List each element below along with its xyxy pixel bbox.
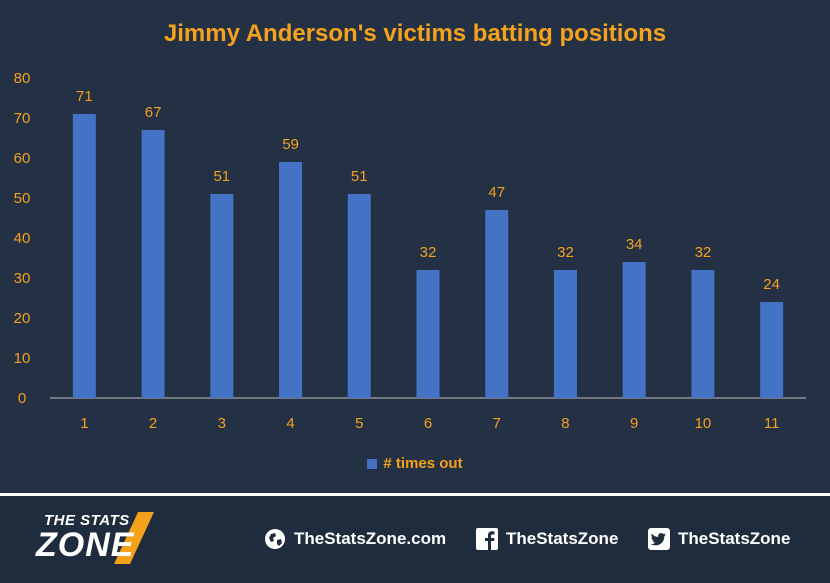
bar [691, 270, 715, 398]
y-tick-label: 50 [14, 190, 31, 207]
x-tick-label: 1 [80, 415, 88, 432]
footer-divider [0, 493, 830, 496]
bar [485, 210, 509, 398]
data-label: 67 [145, 104, 162, 121]
data-label: 51 [351, 168, 368, 185]
y-tick-label: 0 [18, 390, 26, 407]
website-label: TheStatsZone.com [294, 529, 447, 548]
y-tick-label: 60 [14, 150, 31, 167]
stats-zone-logo: THE STATS ZONE [30, 508, 180, 568]
x-tick-label: 3 [218, 415, 226, 432]
legend-label: # times out [383, 455, 463, 472]
data-label: 32 [557, 244, 574, 261]
y-tick-label: 80 [14, 70, 31, 87]
data-label: 59 [282, 136, 299, 153]
bar [553, 270, 577, 398]
bar [416, 270, 440, 398]
twitter-label: TheStatsZone [678, 529, 791, 548]
x-tick-label: 9 [630, 415, 638, 432]
x-tick-label: 8 [561, 415, 569, 432]
legend: # times out [0, 455, 830, 472]
facebook-link[interactable]: TheStatsZone [476, 528, 618, 550]
facebook-icon [476, 528, 498, 550]
y-tick-label: 40 [14, 230, 31, 247]
data-label: 24 [763, 276, 780, 293]
twitter-link[interactable]: TheStatsZone [648, 528, 790, 550]
data-label: 34 [626, 236, 643, 253]
bar [760, 302, 784, 398]
x-tick-label: 2 [149, 415, 157, 432]
x-tick-label: 4 [286, 415, 294, 432]
legend-swatch [367, 458, 378, 469]
footer-bar: THE STATS ZONE TheStatsZone.com TheStats… [0, 496, 830, 583]
chart-panel: Jimmy Anderson's victims batting positio… [0, 20, 830, 472]
data-label: 51 [213, 168, 230, 185]
logo-text-bottom: ZONE [36, 526, 135, 564]
x-tick-label: 6 [424, 415, 432, 432]
data-label: 32 [420, 244, 437, 261]
bar [347, 194, 371, 398]
logo-slash-graphic [114, 512, 154, 564]
bar [279, 162, 303, 398]
data-label: 71 [76, 88, 93, 105]
twitter-icon [648, 528, 670, 550]
bar [141, 130, 165, 398]
x-tick-label: 7 [493, 415, 501, 432]
bar [210, 194, 234, 398]
globe-icon [265, 529, 285, 549]
y-tick-label: 70 [14, 110, 31, 127]
bar [622, 262, 646, 398]
chart-plot: 0 10 20 30 40 50 60 70 80 71 1 67 2 51 3 59 4 51 5 32 6 47 7 32… [14, 70, 806, 432]
x-tick-label: 5 [355, 415, 363, 432]
website-link[interactable]: TheStatsZone.com [264, 528, 446, 550]
facebook-label: TheStatsZone [506, 529, 619, 548]
x-tick-label: 10 [695, 415, 712, 432]
data-label: 32 [695, 244, 712, 261]
data-label: 47 [488, 184, 505, 201]
chart-title: Jimmy Anderson's victims batting positio… [163, 20, 667, 47]
x-tick-label: 11 [764, 415, 780, 432]
bar [72, 114, 96, 398]
y-tick-label: 10 [14, 350, 31, 367]
y-tick-label: 20 [14, 310, 31, 327]
y-tick-label: 30 [14, 270, 31, 287]
logo-text-top: THE STATS [44, 512, 130, 529]
